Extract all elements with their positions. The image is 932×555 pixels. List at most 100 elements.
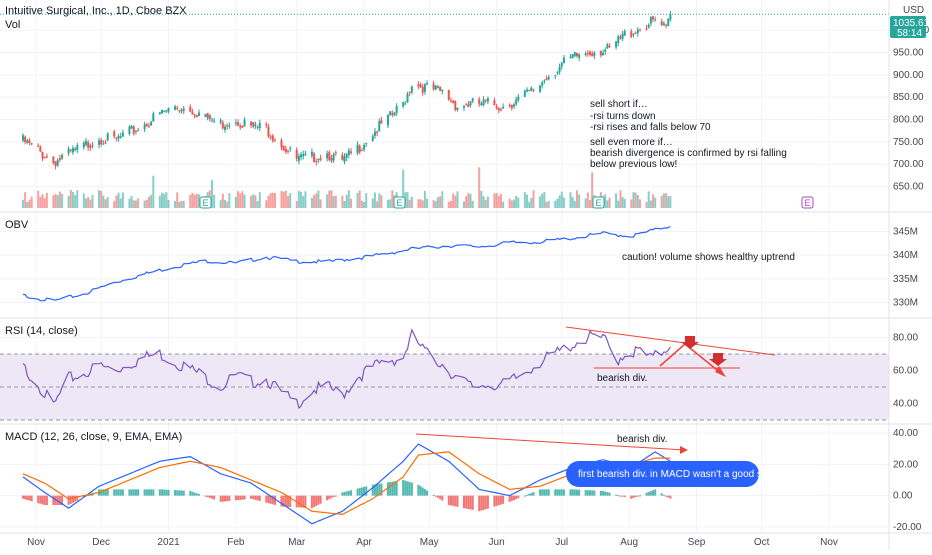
volume-bar xyxy=(252,194,255,208)
candle-body xyxy=(100,139,103,145)
candle-body xyxy=(547,77,550,80)
macd-histogram-bar xyxy=(254,495,257,500)
price-axis-tick-label: 900.00 xyxy=(893,70,924,81)
macd-histogram-bar xyxy=(408,482,411,496)
candle-body xyxy=(402,101,405,107)
macd-histogram-bar xyxy=(165,489,168,496)
candle-body xyxy=(91,145,94,147)
candle-body xyxy=(234,122,237,124)
candle-body xyxy=(258,122,261,129)
rsi-drawn-path xyxy=(684,343,723,375)
volume-bar xyxy=(586,192,589,208)
macd-histogram-bar xyxy=(630,495,633,499)
macd-histogram-bar xyxy=(358,488,361,496)
candle-body xyxy=(147,125,150,127)
volume-bar xyxy=(508,198,511,208)
volume-bar xyxy=(469,193,472,208)
candle-body xyxy=(358,145,361,153)
macd-histogram-bar xyxy=(54,495,57,505)
earnings-marker[interactable]: E xyxy=(592,196,605,209)
macd-histogram-bar xyxy=(39,495,42,504)
macd-histogram-bar xyxy=(341,492,344,496)
volume-bar xyxy=(82,193,85,208)
symbol-title[interactable]: Intuitive Surgical, Inc., 1D, Cboe BZX xyxy=(5,5,187,17)
earnings-marker[interactable]: E xyxy=(199,196,212,209)
candle-body xyxy=(508,105,511,107)
volume-bar xyxy=(389,199,392,208)
candle-body xyxy=(98,140,101,145)
rsi-series-line xyxy=(22,328,671,409)
candle-body xyxy=(213,120,216,122)
macd-label[interactable]: MACD (12, 26, close, 9, EMA, EMA) xyxy=(5,431,182,443)
macd-histogram-bar xyxy=(143,489,146,496)
earnings-marker[interactable]: E xyxy=(393,196,406,209)
candle-body xyxy=(454,101,457,110)
candle-body xyxy=(228,125,231,127)
volume-bar xyxy=(419,199,422,208)
volume-bar xyxy=(304,191,307,208)
volume-label[interactable]: Vol xyxy=(5,19,20,31)
macd-histogram-bar xyxy=(530,492,533,496)
volume-bar xyxy=(623,198,626,208)
candle-body xyxy=(254,124,257,126)
volume-bar xyxy=(584,198,587,208)
volume-bar xyxy=(434,201,437,208)
macd-histogram-bar xyxy=(119,489,122,496)
volume-bar xyxy=(269,193,272,208)
earnings-marker-upcoming[interactable]: E xyxy=(801,196,814,209)
volume-bar xyxy=(128,198,131,208)
rsi-line xyxy=(22,328,671,409)
macd-histogram-bar xyxy=(654,489,657,496)
rsi-axis-tick-label: 80.00 xyxy=(893,333,918,344)
volume-bar xyxy=(58,191,61,208)
macd-histogram-bar xyxy=(265,495,268,503)
macd-histogram-bar xyxy=(182,490,185,496)
volume-bar xyxy=(371,198,374,208)
candle-body xyxy=(43,157,46,159)
x-tick-label: Jul xyxy=(555,537,568,548)
macd-histogram-bar xyxy=(410,482,413,496)
obv-note: caution! volume shows healthy uptrend xyxy=(622,252,795,263)
volume-bar xyxy=(573,200,576,208)
candle-body xyxy=(269,136,272,138)
signal-series-line xyxy=(22,451,671,516)
macd-histogram-bar xyxy=(61,495,64,505)
candle-body xyxy=(24,136,27,143)
candle-body xyxy=(378,120,381,132)
rsi-label[interactable]: RSI (14, close) xyxy=(5,325,78,337)
x-tick-label: Oct xyxy=(754,537,770,548)
macd-histogram-bar xyxy=(499,495,502,505)
candle-body xyxy=(121,132,124,137)
volume-bar xyxy=(493,193,496,208)
candle-body xyxy=(410,86,413,93)
macd-histogram-bar xyxy=(113,489,116,496)
candle-body xyxy=(282,145,285,151)
volume-bar xyxy=(647,191,650,208)
macd-series-line xyxy=(22,443,671,525)
candle-body xyxy=(486,98,489,102)
macd-histogram-bar xyxy=(497,495,500,506)
macd-histogram-bar xyxy=(621,495,624,497)
volume-bar xyxy=(74,195,77,208)
candle-body xyxy=(482,99,485,105)
candle-body xyxy=(345,153,348,158)
macd-histogram-bar xyxy=(360,487,363,496)
volume-bar xyxy=(84,198,87,208)
volume-bar xyxy=(638,199,641,208)
volume-bar xyxy=(134,200,137,208)
candle-body xyxy=(56,159,59,166)
candle-body xyxy=(465,104,468,106)
earnings-marker-label: E xyxy=(397,198,403,208)
x-tick-label: Nov xyxy=(27,537,45,548)
volume-bar xyxy=(530,197,533,208)
obv-label[interactable]: OBV xyxy=(5,219,29,231)
macd-histogram-bar xyxy=(87,494,90,496)
candle-body xyxy=(662,23,665,26)
volume-bar xyxy=(289,193,292,208)
candle-body xyxy=(665,24,668,26)
candle-body xyxy=(591,53,594,57)
macd-histogram-bar xyxy=(591,490,594,496)
candle-body xyxy=(204,114,207,117)
macd-histogram-bar xyxy=(495,495,498,506)
